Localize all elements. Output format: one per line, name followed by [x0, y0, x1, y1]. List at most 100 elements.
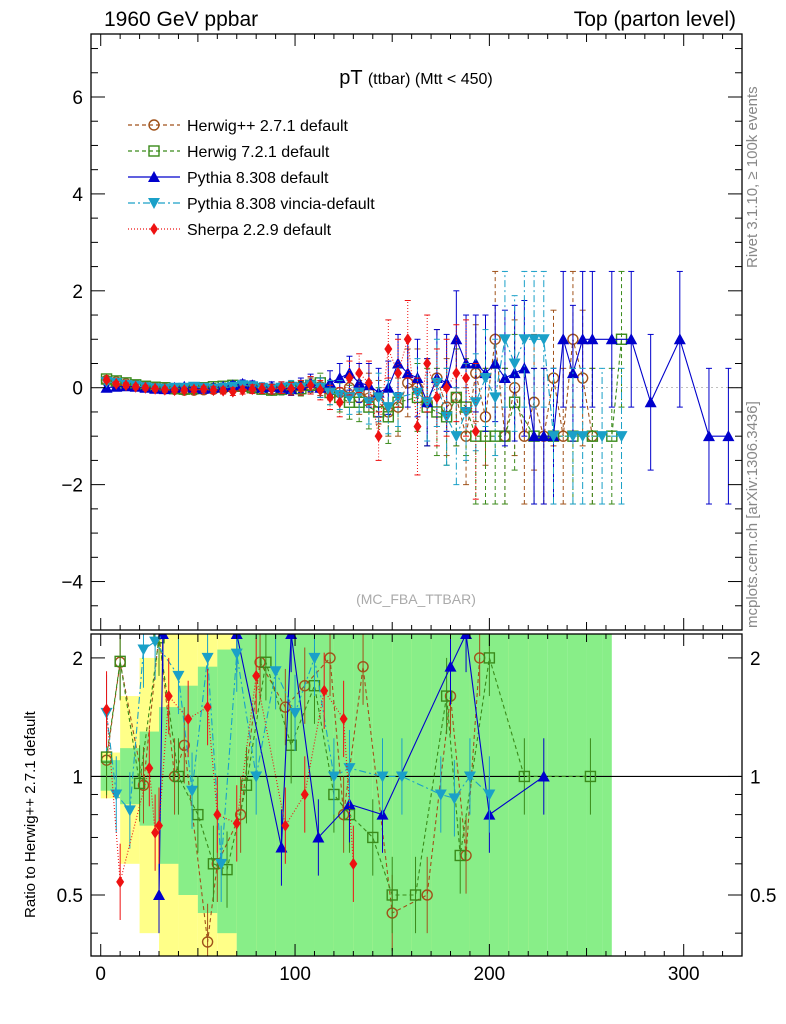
series-2-point	[353, 376, 366, 388]
uncertainty-band-green	[469, 634, 490, 956]
series-4-point	[287, 382, 296, 395]
plot-title: pT (ttbar) (Mtt < 450)	[339, 67, 492, 89]
y-tick-label: −2	[61, 476, 83, 497]
y-tick-label: 6	[72, 88, 83, 109]
series-4-point	[394, 367, 403, 380]
series-1-ratio-point	[584, 770, 597, 783]
series-3-ratio-point	[343, 763, 356, 775]
series-4-point	[141, 381, 150, 394]
series-3-point	[547, 431, 560, 443]
series-3-ratio-group	[100, 634, 496, 902]
series-2-point	[557, 333, 570, 345]
series-1-ratio-point	[409, 889, 422, 901]
series-3-point	[382, 402, 395, 414]
uncertainty-band-green	[450, 634, 470, 956]
series-4-point	[160, 383, 169, 396]
ratio-y-tick-label-right: 1	[750, 767, 761, 788]
series-2-point	[673, 333, 686, 345]
uncertainty-band-green	[489, 634, 509, 956]
series-2-ratio-point	[312, 831, 325, 843]
series-4-point	[248, 383, 257, 396]
series-3-point	[489, 392, 502, 404]
header-right-label: Top (parton level)	[573, 8, 736, 31]
series-3-point	[537, 334, 550, 346]
series-3-ratio-point	[172, 670, 185, 682]
ratio-plot-frame	[90, 633, 743, 957]
series-1-ratio-point	[454, 849, 466, 862]
series-4-point	[238, 384, 247, 397]
series-0-ratio-point	[279, 701, 292, 713]
series-4-point	[326, 391, 335, 404]
series-3-point	[430, 377, 443, 389]
series-2-point	[450, 333, 463, 345]
series-0-ratio-point	[178, 739, 190, 751]
uncertainty-band-green	[508, 634, 529, 956]
series-4-point	[345, 372, 354, 385]
series-4-point	[355, 367, 364, 380]
series-3-point	[498, 334, 511, 346]
y-tick-label: −4	[61, 573, 83, 594]
plot-title-main: pT	[339, 67, 368, 89]
series-4-point	[442, 381, 451, 394]
series-3-ratio-line	[106, 640, 490, 864]
series-1-ratio-point	[518, 770, 531, 783]
series-2-ratio-point	[285, 634, 298, 639]
series-4-ratio-point	[252, 669, 261, 682]
series-4-point	[151, 382, 160, 395]
series-3-ratio-point	[308, 652, 321, 664]
legend-marker-2	[148, 171, 160, 182]
ratio-bands	[100, 634, 612, 956]
uncertainty-band-green	[547, 634, 568, 956]
series-2-point	[401, 367, 414, 379]
series-2-ratio-point	[153, 888, 166, 900]
series-3-ratio-point	[230, 648, 243, 660]
series-1-ratio-point	[386, 889, 398, 901]
series-4-point	[228, 385, 237, 398]
series-4-point	[277, 381, 286, 394]
series-4-point	[374, 430, 383, 443]
series-2-ratio-point	[444, 660, 457, 672]
series-4-point	[423, 357, 432, 370]
series-4-ratio-point	[339, 712, 348, 725]
series-4-point	[335, 396, 344, 409]
series-2-point	[528, 430, 541, 442]
series-4-point	[199, 383, 208, 396]
series-1-ratio-point	[240, 779, 253, 791]
series-4-ratio-point	[151, 826, 160, 839]
series-2-point	[498, 372, 511, 384]
series-4-ratio-point	[164, 690, 173, 703]
ratio-y-tick-label-right: 2	[750, 649, 761, 670]
uncertainty-band-green	[567, 634, 587, 956]
legend-label-3: Pythia 8.308 vincia-default	[187, 196, 375, 213]
series-3-ratio-point	[269, 666, 282, 678]
series-2-ratio-line	[158, 634, 545, 896]
uncertainty-band-green	[353, 634, 373, 956]
x-tick-label: 100	[279, 964, 311, 985]
series-3-ratio-point	[123, 805, 136, 817]
series-4-point	[452, 367, 461, 380]
series-4-ratio-group	[102, 637, 358, 920]
series-3-point	[518, 334, 531, 346]
series-4-ratio-point	[203, 701, 212, 714]
series-0-ratio-point	[421, 889, 433, 901]
series-4-point	[384, 342, 393, 355]
series-4-point	[189, 383, 198, 396]
series-4-ratio-point	[155, 819, 164, 832]
series-4-ratio-point	[281, 819, 290, 832]
y-tick-label: 0	[72, 379, 83, 400]
y-tick-label: 4	[72, 185, 83, 206]
uncertainty-band-green	[197, 666, 218, 914]
series-1-ratio-point	[440, 690, 453, 702]
series-4-ratio-point	[213, 808, 222, 821]
y-tick-label: 2	[72, 282, 83, 303]
header-left-label: 1960 GeV ppbar	[104, 8, 259, 31]
series-1-ratio-point	[192, 808, 204, 821]
legend-marker-3	[148, 198, 160, 209]
series-1-ratio-point	[133, 777, 146, 790]
series-4-ratio-point	[116, 875, 125, 888]
series-4-point	[219, 384, 228, 397]
series-4-point	[364, 376, 373, 389]
series-2-point	[586, 333, 599, 345]
series-4-ratio-point	[300, 788, 309, 801]
